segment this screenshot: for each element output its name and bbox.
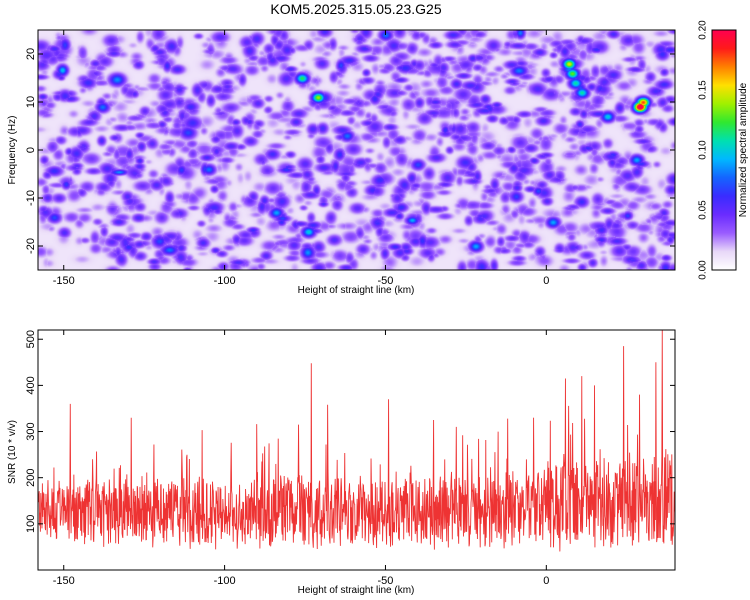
snr-y-ticks: 100 200 300 400 500 — [25, 330, 675, 533]
snr-series-line — [37, 329, 676, 552]
colorbar-tick-label: 0.10 — [698, 140, 709, 160]
x-tick-label: -100 — [214, 275, 236, 287]
y-tick-label: 500 — [25, 330, 37, 348]
y-tick-label: 400 — [25, 376, 37, 394]
y-tick-label: 20 — [25, 48, 37, 60]
y-tick-label: 0 — [25, 147, 37, 153]
y-tick-label: 300 — [25, 422, 37, 440]
x-tick-label: 0 — [543, 575, 549, 587]
spectrogram-x-axis-label: Height of straight line (km) — [298, 285, 415, 296]
x-tick-label: 0 — [543, 275, 549, 287]
x-tick-label: -100 — [214, 575, 236, 587]
spectrogram-x-ticks: -150 -100 -50 0 — [53, 30, 549, 287]
colorbar-tick-label: 0.00 — [698, 260, 709, 280]
y-tick-label: -10 — [25, 190, 37, 206]
colorbar: 0.00 0.05 0.10 0.15 0.20 Normalized spectral… — [698, 20, 749, 280]
colorbar-scale — [711, 29, 737, 271]
x-tick-label: -50 — [378, 575, 394, 587]
snr-y-axis-label: SNR (10 * v/v) — [7, 420, 18, 484]
spectrogram-image — [38, 30, 675, 270]
y-tick-label: -20 — [25, 238, 37, 254]
snr-x-axis-label: Height of straight line (km) — [298, 585, 415, 596]
y-tick-label: 10 — [25, 96, 37, 108]
spectrogram-y-ticks: -20 -10 0 10 20 — [25, 48, 675, 254]
colorbar-tick-label: 0.20 — [698, 20, 709, 40]
spectrogram-y-axis-label: Frequency (Hz) — [7, 116, 18, 185]
x-tick-label: -50 — [378, 275, 394, 287]
colorbar-ticks: 0.00 0.05 0.10 0.15 0.20 — [698, 20, 709, 280]
y-tick-label: 100 — [25, 515, 37, 533]
figure-title: KOM5.2025.315.05.23.G25 — [270, 1, 441, 17]
spectrogram-heatmap-raster — [38, 30, 675, 270]
y-tick-label: 200 — [25, 469, 37, 487]
snr-frame — [37, 329, 676, 571]
snr-x-ticks: -150 -100 -50 0 — [53, 330, 549, 587]
x-tick-label: -150 — [53, 275, 75, 287]
x-tick-label: -150 — [53, 575, 75, 587]
colorbar-label: Normalized spectral amplitude — [738, 82, 749, 217]
colorbar-tick-label: 0.15 — [698, 80, 709, 100]
colorbar-tick-label: 0.05 — [698, 200, 709, 220]
snr-panel: -150 -100 -50 0 100 200 300 400 500 Height of s… — [7, 329, 676, 596]
